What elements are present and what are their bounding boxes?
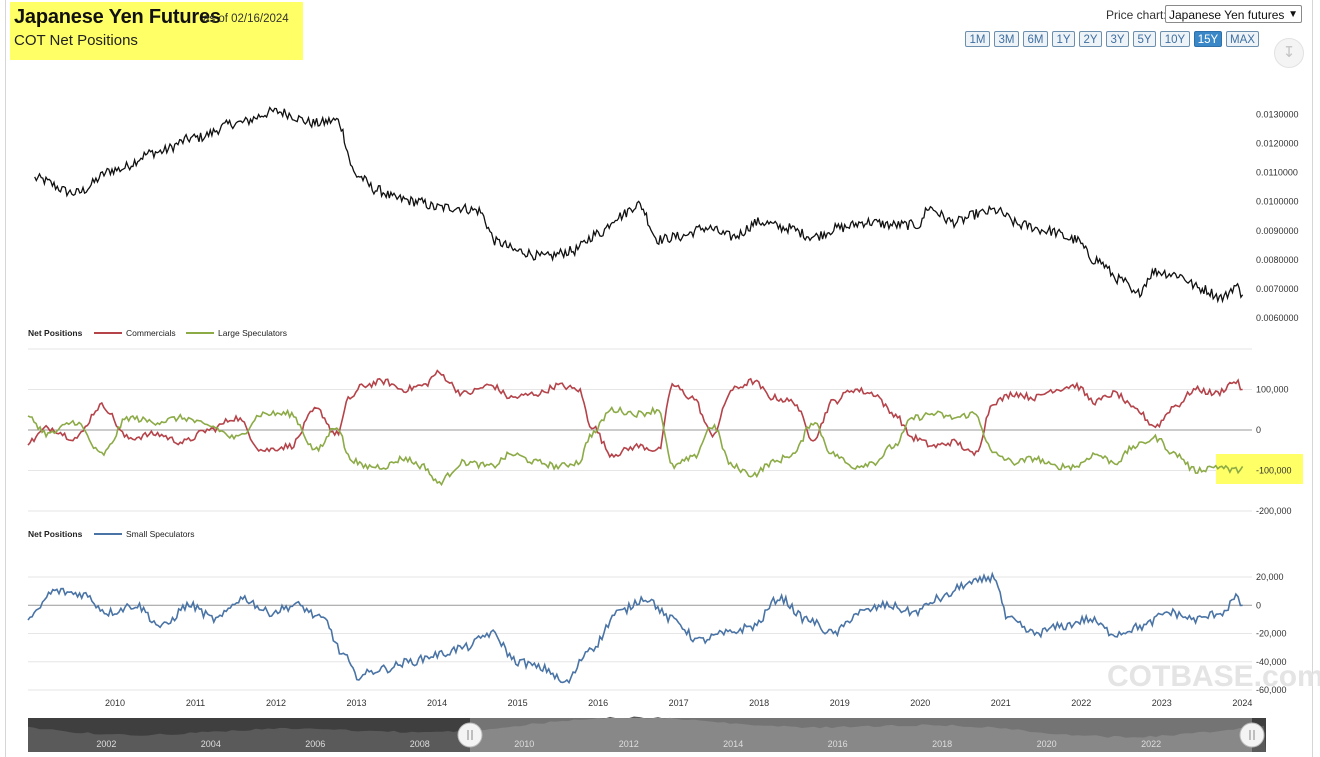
commercials-line bbox=[27, 369, 1243, 459]
page-title: Japanese Yen Futures bbox=[14, 6, 221, 28]
handle-knob[interactable] bbox=[1239, 722, 1265, 748]
navigator-year-label: 2004 bbox=[201, 739, 221, 749]
title-highlight: Japanese Yen Futures as of 02/16/2024 CO… bbox=[10, 2, 303, 60]
range-button-1m[interactable]: 1M bbox=[965, 31, 990, 47]
navigator-year-label: 2008 bbox=[410, 739, 430, 749]
legend-commercials-label: Commercials bbox=[126, 328, 176, 338]
x-tick-label: 2024 bbox=[1232, 698, 1252, 708]
legend-title: Net Positions bbox=[28, 529, 83, 539]
price-y-tick-label: 0.0080000 bbox=[1256, 255, 1299, 265]
x-tick-label: 2013 bbox=[347, 698, 367, 708]
x-tick-label: 2019 bbox=[830, 698, 850, 708]
chevron-down-icon: ▼ bbox=[1288, 9, 1298, 20]
range-button-10y[interactable]: 10Y bbox=[1160, 31, 1190, 47]
range-button-6m[interactable]: 6M bbox=[1023, 31, 1048, 47]
range-button-max[interactable]: MAX bbox=[1226, 31, 1259, 47]
value-highlight bbox=[1216, 454, 1303, 484]
small-speculators-line bbox=[27, 571, 1243, 685]
chart-frame bbox=[5, 0, 1313, 757]
price-y-tick-label: 0.0130000 bbox=[1256, 110, 1299, 120]
x-tick-label: 2015 bbox=[508, 698, 528, 708]
price-chart-selected: Japanese Yen futures bbox=[1169, 8, 1285, 22]
x-tick-label: 2020 bbox=[910, 698, 930, 708]
price-y-tick-label: 0.0060000 bbox=[1256, 313, 1299, 323]
cot-y-tick-label: -100,000 bbox=[1256, 466, 1292, 476]
price-y-tick-label: 0.0120000 bbox=[1256, 139, 1299, 149]
navigator-year-label: 2002 bbox=[96, 739, 116, 749]
small-y-tick-label: 0 bbox=[1256, 600, 1261, 610]
large-speculators-line bbox=[27, 405, 1244, 487]
price-line bbox=[34, 106, 1244, 304]
download-icon: ↧ bbox=[1282, 44, 1296, 61]
watermark: COTBASE.com bbox=[1107, 660, 1320, 693]
x-tick-label: 2018 bbox=[749, 698, 769, 708]
navigator-right-handle[interactable] bbox=[1239, 722, 1265, 748]
cot-y-tick-label: 100,000 bbox=[1256, 385, 1289, 395]
x-tick-label: 2023 bbox=[1152, 698, 1172, 708]
navigator-year-label: 2022 bbox=[1141, 739, 1161, 749]
navigator-year-label: 2018 bbox=[932, 739, 952, 749]
download-button[interactable]: ↧ bbox=[1274, 38, 1304, 68]
navigator-left-handle[interactable] bbox=[457, 722, 483, 748]
x-tick-label: 2014 bbox=[427, 698, 447, 708]
navigator-year-label: 2020 bbox=[1037, 739, 1057, 749]
handle-knob[interactable] bbox=[457, 722, 483, 748]
price-y-tick-label: 0.0070000 bbox=[1256, 284, 1299, 294]
range-button-3m[interactable]: 3M bbox=[994, 31, 1019, 47]
navigator-year-label: 2012 bbox=[619, 739, 639, 749]
navigator-area bbox=[28, 716, 1266, 752]
price-y-tick-label: 0.0100000 bbox=[1256, 197, 1299, 207]
range-button-15y[interactable]: 15Y bbox=[1194, 31, 1222, 47]
navigator-selection bbox=[470, 718, 1252, 752]
price-y-tick-label: 0.0110000 bbox=[1256, 168, 1298, 178]
page-subtitle: COT Net Positions bbox=[14, 32, 138, 49]
small-y-tick-label: -60,000 bbox=[1256, 685, 1287, 695]
x-tick-label: 2022 bbox=[1071, 698, 1091, 708]
navigator-year-label: 2010 bbox=[514, 739, 534, 749]
range-button-1y[interactable]: 1Y bbox=[1052, 31, 1075, 47]
price-chart-label: Price chart: bbox=[1106, 8, 1167, 22]
x-tick-label: 2021 bbox=[991, 698, 1011, 708]
range-button-2y[interactable]: 2Y bbox=[1079, 31, 1102, 47]
legend-large-speculators-label: Large Speculators bbox=[218, 328, 287, 338]
price-chart-select[interactable]: Japanese Yen futures ▼ bbox=[1165, 5, 1302, 23]
legend-title: Net Positions bbox=[28, 328, 83, 338]
price-y-tick-label: 0.0090000 bbox=[1256, 226, 1299, 236]
x-tick-label: 2011 bbox=[186, 698, 205, 708]
navigator-year-label: 2006 bbox=[305, 739, 325, 749]
cot-y-tick-label: 0 bbox=[1256, 425, 1261, 435]
as-of-date: as of 02/16/2024 bbox=[203, 13, 289, 25]
small-y-tick-label: -40,000 bbox=[1256, 657, 1287, 667]
small-y-tick-label: 20,000 bbox=[1256, 572, 1284, 582]
range-button-5y[interactable]: 5Y bbox=[1133, 31, 1156, 47]
legend-small-speculators-label: Small Speculators bbox=[126, 529, 195, 539]
range-button-3y[interactable]: 3Y bbox=[1106, 31, 1129, 47]
navigator-year-label: 2016 bbox=[828, 739, 848, 749]
x-tick-label: 2017 bbox=[669, 698, 689, 708]
navigator-year-label: 2014 bbox=[723, 739, 743, 749]
x-tick-label: 2016 bbox=[588, 698, 608, 708]
x-tick-label: 2012 bbox=[266, 698, 286, 708]
cot-y-tick-label: -200,000 bbox=[1256, 506, 1292, 516]
small-y-tick-label: -20,000 bbox=[1256, 629, 1287, 639]
x-tick-label: 2010 bbox=[105, 698, 125, 708]
